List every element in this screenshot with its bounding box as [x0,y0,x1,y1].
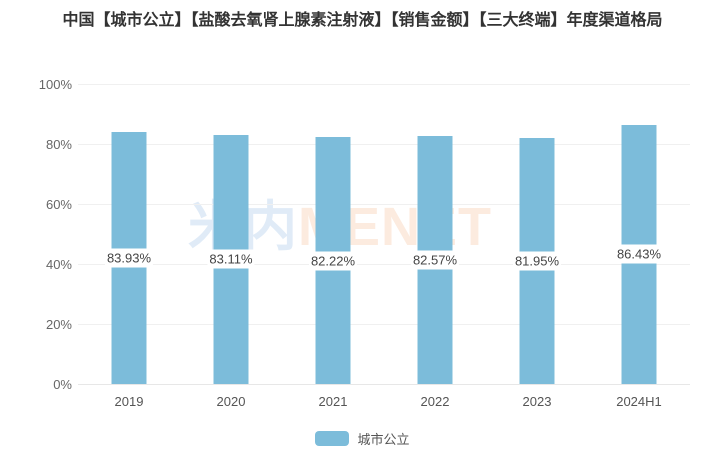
x-axis-label: 2021 [318,394,348,409]
y-axis-tick: 0% [53,377,72,392]
x-axis-label: 2022 [420,394,450,409]
gridline-80 [78,144,690,145]
x-axis-line [78,384,690,385]
bar-column: 83.11% 2020 [180,84,282,409]
gridline-100 [78,84,690,85]
x-axis-label: 2020 [216,394,246,409]
legend-swatch[interactable] [315,431,350,446]
bar-value-label: 82.57% [410,250,460,270]
x-axis-label: 2024H1 [616,394,662,409]
bar-column: 82.22% 2021 [282,84,384,409]
gridline-20 [78,324,690,325]
bar-value-label: 81.95% [512,251,562,271]
bar-column: 82.57% 2022 [384,84,486,409]
y-axis-tick: 60% [45,197,72,212]
chart-title: 中国【城市公立】【盐酸去氧肾上腺素注射液】【销售金额】【三大终端】年度渠道格局 [62,12,663,29]
gridline-60 [78,204,690,205]
title-row: 中国【城市公立】【盐酸去氧肾上腺素注射液】【销售金额】【三大终端】年度渠道格局 [0,8,725,34]
bar-column: 81.95% 2023 [486,84,588,409]
legend-label[interactable]: 城市公立 [357,432,410,447]
bar-value-label: 86.43% [614,244,664,264]
legend: 城市公立 [0,429,725,448]
y-axis-tick: 40% [45,257,72,272]
y-axis-tick: 80% [45,137,72,152]
y-axis-tick: 20% [45,317,72,332]
bar-column: 86.43% 2024H1 [588,84,690,409]
gridline-40 [78,264,690,265]
x-axis-label: 2023 [522,394,552,409]
bar-value-label: 83.11% [207,249,255,269]
x-axis-label: 2019 [114,394,144,409]
bar-value-label: 83.93% [104,248,154,268]
bar-value-label: 82.22% [308,251,358,271]
y-axis-tick: 100% [38,77,72,92]
bar-column: 83.93% 2019 [78,84,180,409]
